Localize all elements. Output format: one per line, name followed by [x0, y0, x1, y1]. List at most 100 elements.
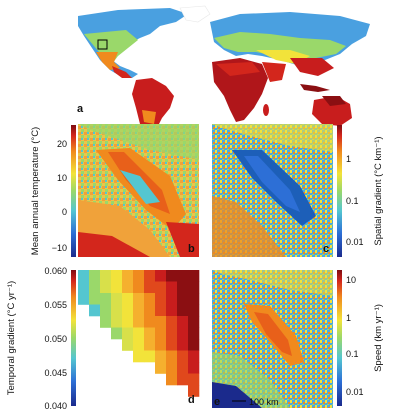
grid-cell: [166, 293, 178, 305]
grid-cell: [177, 350, 189, 363]
grid-cell: [166, 316, 178, 328]
tick-label: 0.01: [346, 387, 364, 397]
grid-cell: [122, 281, 134, 294]
grid-cell: [166, 281, 178, 294]
grid-cell: [78, 281, 90, 294]
tick-label: 20: [57, 139, 67, 149]
grid-cell: [111, 316, 123, 328]
greenland-shape: [179, 5, 211, 23]
tick-label: 0.045: [44, 368, 67, 378]
grid-cell: [177, 327, 189, 340]
africa-shape: [212, 58, 268, 122]
grid-cell: [155, 293, 167, 305]
grid-cell: [188, 304, 200, 317]
grid-cell: [188, 373, 200, 386]
grid-cell: [89, 304, 101, 317]
panel-a-world-map: a: [77, 5, 370, 150]
grid-cell: [100, 293, 112, 305]
tick-label: 10: [346, 275, 356, 285]
grid-cell: [144, 316, 156, 328]
grid-cell: [133, 270, 145, 282]
grid-cell: [188, 339, 200, 351]
colorbar-title: Temporal gradient (°C yr⁻¹): [6, 281, 17, 395]
scale-bar-label: 100 km: [249, 397, 279, 407]
grid-cell: [166, 339, 178, 351]
panel-letter-d: d: [188, 394, 195, 406]
grid-cell: [155, 350, 167, 363]
grid-cell: [111, 293, 123, 305]
grid-cell: [166, 304, 178, 317]
grid-cell: [155, 316, 167, 328]
grid-cell: [111, 304, 123, 317]
tick-label: 0.1: [346, 349, 359, 359]
grid-cell: [89, 281, 101, 294]
grid-cell: [166, 327, 178, 340]
panel-d-temporal-gradient-map: d: [78, 270, 200, 406]
grid-cell: [111, 281, 123, 294]
colorbar-temporal-gradient: 0.060 0.055 0.050 0.045 0.040 Temporal g…: [6, 266, 76, 411]
panel-letter-a: a: [77, 103, 84, 115]
panel-b-mean-temperature-map: b: [78, 124, 199, 257]
tick-label: 0.055: [44, 300, 67, 310]
grid-cell: [133, 304, 145, 317]
tick-label: 0.01: [346, 237, 364, 247]
grid-cell: [122, 339, 134, 351]
grid-cell: [166, 362, 178, 374]
grid-cell: [166, 350, 178, 363]
grid-cell: [166, 270, 178, 282]
grid-cell: [133, 350, 145, 363]
grid-cell: [144, 270, 156, 282]
grid-cell: [155, 270, 167, 282]
grid-cell: [78, 270, 90, 282]
grid-cell: [144, 339, 156, 351]
panel-letter-e: e: [214, 396, 220, 408]
grid-cell: [133, 281, 145, 294]
grid-cell: [133, 327, 145, 340]
colorbar-speed: 10 1 0.1 0.01 Speed (km yr⁻¹): [337, 270, 384, 406]
grid-cell: [100, 304, 112, 317]
grid-cell: [177, 293, 189, 305]
colorbar-spatial-gradient: 1 0.1 0.01 Spatial gradient (°C km⁻¹): [337, 125, 384, 257]
grid-cell: [177, 316, 189, 328]
tick-label: 0.060: [44, 266, 67, 276]
grid-cell: [188, 293, 200, 305]
grid-cell: [155, 362, 167, 374]
tick-label: 10: [57, 173, 67, 183]
grid-cell: [111, 270, 123, 282]
panel-e-speed-map: e 100 km: [212, 270, 333, 408]
grid-cell: [155, 304, 167, 317]
grid-cell: [177, 270, 189, 282]
grid-cell: [177, 373, 189, 386]
grid-cell: [122, 327, 134, 340]
grid-cell: [166, 373, 178, 386]
grid-cell: [122, 316, 134, 328]
colorbar-title: Spatial gradient (°C km⁻¹): [373, 136, 384, 245]
grid-cell: [133, 293, 145, 305]
tick-label: −10: [52, 243, 67, 253]
grid-cell: [133, 316, 145, 328]
grid-cell: [78, 293, 90, 305]
grid-cell: [144, 327, 156, 340]
grid-cell: [100, 281, 112, 294]
colorbar-mean-temperature: 20 10 0 −10 Mean annual temperature (°C): [30, 125, 76, 257]
grid-cell: [188, 327, 200, 340]
grid-cell: [100, 270, 112, 282]
tick-label: 0.040: [44, 401, 67, 411]
colorbar-title: Mean annual temperature (°C): [30, 127, 41, 255]
tick-label: 0.1: [346, 196, 359, 206]
tick-label: 1: [346, 313, 351, 323]
grid-cell: [155, 281, 167, 294]
panel-c-spatial-gradient-map: c: [212, 124, 333, 257]
mean-temp-ticks: 20 10 0 −10: [52, 139, 67, 253]
colorbar-title: Speed (km yr⁻¹): [373, 304, 384, 372]
grid-cell: [188, 385, 200, 397]
grid-cell: [155, 339, 167, 351]
grid-cell: [188, 316, 200, 328]
grid-cell: [188, 270, 200, 282]
panel-letter-b: b: [188, 243, 195, 255]
grid-cell: [144, 304, 156, 317]
grid-cell: [100, 316, 112, 328]
inset-box: [97, 39, 108, 50]
grid-cell: [177, 304, 189, 317]
